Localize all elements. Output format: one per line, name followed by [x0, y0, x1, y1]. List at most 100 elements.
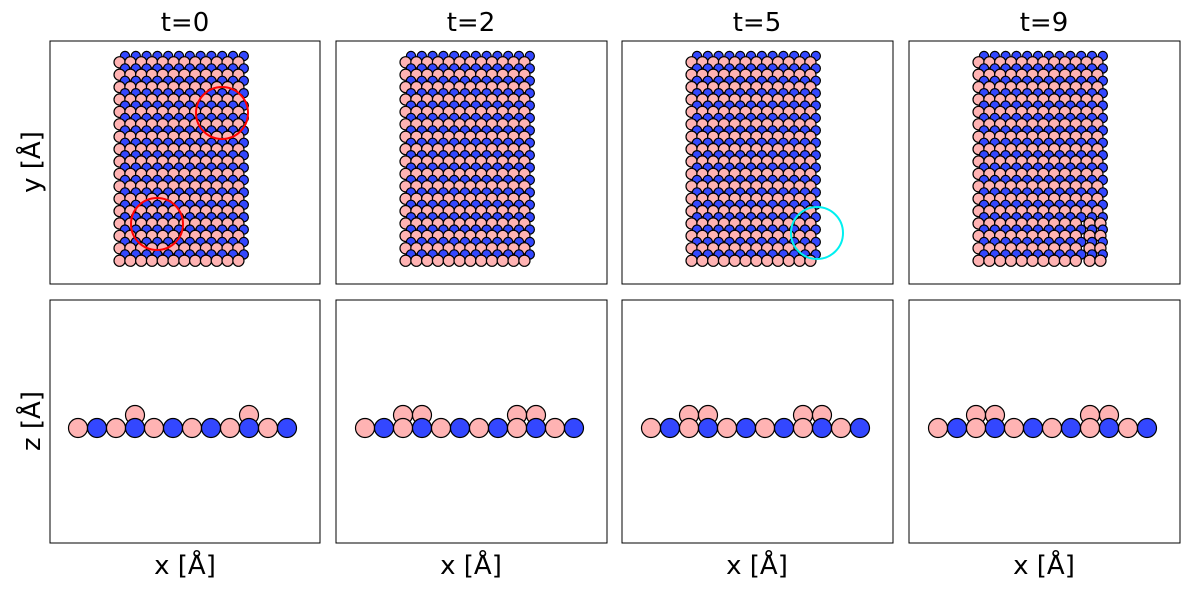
atom-pink [728, 254, 742, 267]
atom-pink [221, 254, 234, 267]
atom-pink [156, 254, 169, 267]
y-axis-label: y [Å] [15, 131, 47, 193]
atom-pink [716, 417, 738, 439]
atom-pink [134, 254, 148, 267]
atom-pink [1069, 254, 1083, 267]
top-lattice-t5 [685, 50, 822, 267]
atom-pink [464, 254, 477, 267]
atom-pink [145, 254, 159, 267]
panel-title-t9: t=9 [1020, 8, 1069, 38]
atom-pink [518, 254, 531, 267]
atom-pink [1015, 254, 1029, 267]
atom-pink [782, 254, 796, 267]
atom-pink [468, 417, 490, 439]
atom-pink [771, 254, 785, 267]
atom-pink [167, 254, 180, 267]
atom-pink [1037, 254, 1050, 267]
atom-pink [678, 417, 700, 439]
atom-pink [67, 417, 89, 439]
atom-blue [200, 417, 222, 439]
atom-pink [1058, 254, 1072, 267]
atom-pink [707, 254, 720, 267]
atom-blue [1136, 417, 1158, 439]
atom-blue [563, 417, 585, 439]
panel-title-t2: t=2 [447, 8, 496, 38]
atom-pink [685, 254, 698, 267]
atom-pink [496, 254, 509, 267]
atom-blue [697, 417, 719, 439]
atom-pink [410, 254, 423, 267]
top-lattice-t2 [399, 50, 536, 267]
atom-pink [257, 417, 279, 439]
top-lattice-t0 [113, 50, 249, 267]
atom-pink [507, 254, 520, 267]
atom-pink [1094, 254, 1107, 267]
atom-blue [525, 417, 547, 439]
atom-pink [1026, 254, 1039, 267]
side-view-t9 [927, 404, 1158, 439]
atom-pink [830, 417, 852, 439]
atom-blue [162, 417, 184, 439]
atom-pink [696, 254, 709, 267]
atom-pink [143, 417, 165, 439]
atom-pink [792, 417, 814, 439]
atom-pink [994, 254, 1007, 267]
atom-pink [113, 254, 126, 267]
atom-pink [442, 254, 455, 267]
atom-blue [773, 417, 795, 439]
panel-title-t0: t=0 [161, 8, 210, 38]
atom-pink [750, 254, 763, 267]
atom-pink [210, 254, 223, 267]
z-axis-label: z [Å] [15, 391, 47, 451]
atom-pink [1083, 254, 1096, 267]
atom-pink [485, 254, 499, 267]
atom-pink [1003, 417, 1025, 439]
atom-pink [754, 417, 776, 439]
highlight-circle-red-bottom [130, 197, 184, 251]
atom-pink [392, 417, 414, 439]
atom-blue [487, 417, 509, 439]
top-lattice-t9 [972, 50, 1109, 267]
atom-pink [640, 417, 662, 439]
atom-pink [181, 417, 203, 439]
atom-blue [238, 417, 260, 439]
atom-blue [1098, 417, 1120, 439]
atom-pink [972, 254, 985, 267]
atom-pink [739, 254, 752, 267]
atom-pink [421, 254, 434, 267]
x-axis-label-col2: x [Å] [440, 549, 502, 581]
atom-blue [1022, 417, 1044, 439]
atom-pink [232, 254, 245, 267]
atom-blue [984, 417, 1006, 439]
atom-pink [431, 254, 445, 267]
atom-blue [411, 417, 433, 439]
atom-blue [849, 417, 871, 439]
side-view-t2 [354, 404, 585, 439]
atom-pink [105, 417, 127, 439]
x-axis-label-col3: x [Å] [726, 549, 788, 581]
atom-pink [219, 417, 241, 439]
highlight-circle-red-top [195, 86, 249, 140]
atom-pink [453, 254, 466, 267]
side-view-t5 [640, 404, 871, 439]
atom-pink [1079, 417, 1101, 439]
atom-blue [946, 417, 968, 439]
atom-pink [475, 254, 488, 267]
side-view-t0 [67, 404, 298, 439]
atom-pink [1004, 254, 1018, 267]
atom-pink [354, 417, 376, 439]
atom-blue [449, 417, 471, 439]
atom-pink [506, 417, 528, 439]
atom-pink [761, 254, 774, 267]
atom-blue [735, 417, 757, 439]
atom-pink [188, 254, 202, 267]
atom-blue [659, 417, 681, 439]
atom-pink [1117, 417, 1139, 439]
atom-pink [717, 254, 731, 267]
atom-pink [1047, 254, 1061, 267]
atom-pink [124, 254, 137, 267]
atom-pink [983, 254, 996, 267]
x-axis-label-col1: x [Å] [154, 549, 216, 581]
atom-pink [399, 254, 412, 267]
